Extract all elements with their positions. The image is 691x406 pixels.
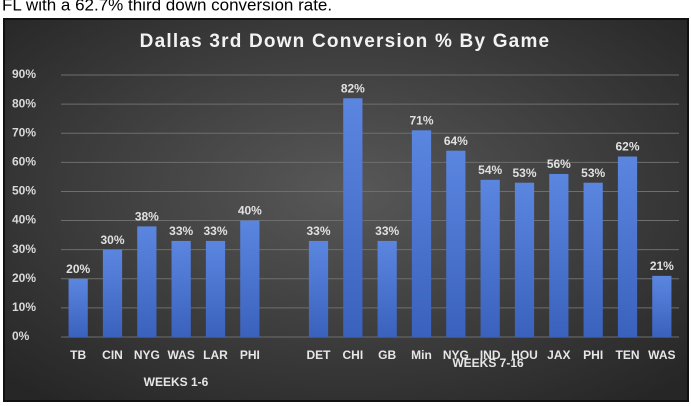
bar xyxy=(583,182,603,337)
bar xyxy=(514,182,535,337)
bar xyxy=(446,150,466,337)
bar xyxy=(308,240,329,337)
data-label: 33% xyxy=(306,224,330,238)
bar xyxy=(617,156,638,337)
y-tick-label: 0% xyxy=(12,329,30,343)
x-tick-label: CHI xyxy=(342,348,363,362)
data-label: 56% xyxy=(547,157,571,171)
x-tick-label: IND xyxy=(480,348,501,362)
chart-title: Dallas 3rd Down Conversion % By Game xyxy=(140,31,551,52)
y-tick-label: 50% xyxy=(12,184,36,198)
data-label: 40% xyxy=(238,204,262,218)
y-tick-label: 20% xyxy=(12,271,36,285)
x-tick-label: CIN xyxy=(102,348,123,362)
data-label: 53% xyxy=(512,166,536,180)
y-tick-label: 90% xyxy=(12,67,36,81)
y-tick-label: 80% xyxy=(12,96,36,110)
x-tick-label: NYG xyxy=(443,348,469,362)
data-label: 82% xyxy=(341,81,365,95)
bar xyxy=(343,98,363,338)
bar xyxy=(377,240,397,337)
y-tick-label: 70% xyxy=(12,125,36,139)
data-label: 38% xyxy=(135,210,159,224)
x-tick-label: PHI xyxy=(240,348,260,362)
x-tick-label: WAS xyxy=(167,348,194,362)
x-tick-label: GB xyxy=(378,348,396,362)
data-label: 33% xyxy=(169,224,193,238)
bar xyxy=(240,220,260,337)
x-tick-label: WAS xyxy=(648,348,675,362)
data-label: 20% xyxy=(66,262,90,276)
data-label: 53% xyxy=(581,166,605,180)
bar xyxy=(652,275,672,337)
data-label: 30% xyxy=(100,233,124,247)
group-label: WEEKS 7-16 xyxy=(452,356,524,370)
data-label: 71% xyxy=(409,113,433,127)
bar xyxy=(102,249,123,337)
y-tick-label: 60% xyxy=(12,155,36,169)
bar xyxy=(205,240,226,337)
x-tick-label: TB xyxy=(70,348,86,362)
caption: FL with a 62.7% third down conversion ra… xyxy=(2,0,332,14)
x-tick-label: HOU xyxy=(511,348,538,362)
y-tick-label: 30% xyxy=(12,242,36,256)
bar xyxy=(549,173,569,337)
data-label: 33% xyxy=(203,224,227,238)
data-label: 33% xyxy=(375,224,399,238)
x-tick-label: PHI xyxy=(583,348,603,362)
data-label: 62% xyxy=(615,140,639,154)
bar xyxy=(68,278,88,337)
bar xyxy=(171,240,191,337)
y-tick-label: 10% xyxy=(12,300,36,314)
x-tick-label: JAX xyxy=(547,348,570,362)
data-label: 54% xyxy=(478,163,502,177)
group-label: WEEKS 1-6 xyxy=(144,375,209,389)
bar xyxy=(411,130,432,337)
y-tick-label: 40% xyxy=(12,213,36,227)
data-label: 64% xyxy=(444,134,468,148)
x-tick-label: LAR xyxy=(203,348,228,362)
x-tick-label: Min xyxy=(411,348,432,362)
data-label: 21% xyxy=(650,259,674,273)
bar xyxy=(480,179,500,337)
x-tick-label: TEN xyxy=(616,348,640,362)
x-tick-label: DET xyxy=(307,348,332,362)
bar xyxy=(137,226,157,337)
x-tick-label: NYG xyxy=(134,348,160,362)
